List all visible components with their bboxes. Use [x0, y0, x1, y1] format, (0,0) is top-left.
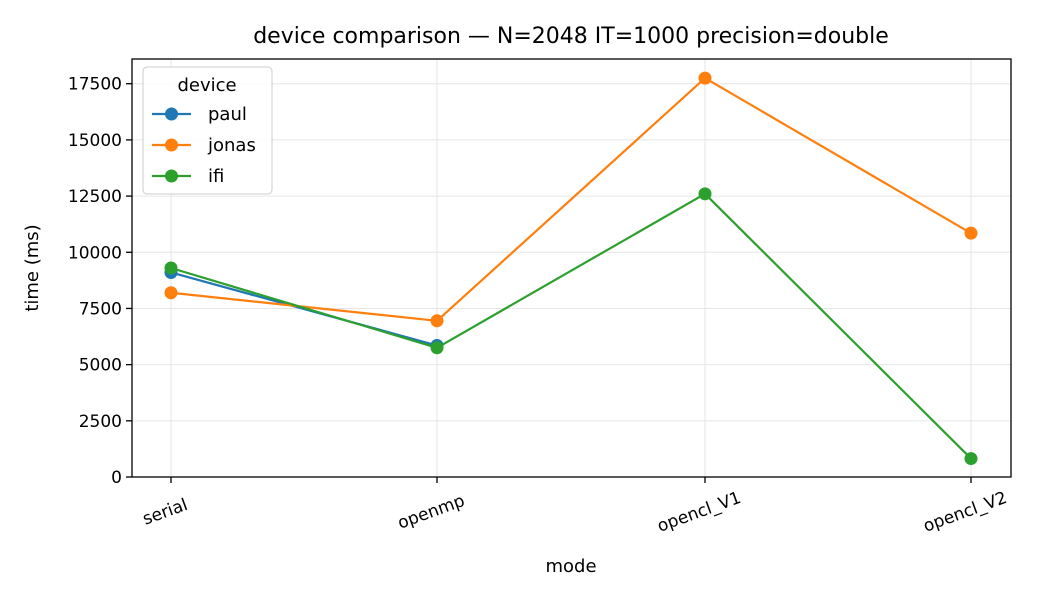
data-point-ifi: [430, 341, 444, 355]
series-line-jonas: [170, 77, 972, 322]
data-point-jonas: [164, 286, 178, 300]
y-tick-label: 7500: [79, 299, 122, 319]
y-tick-label: 0: [111, 468, 122, 488]
y-tick-label: 17500: [68, 75, 122, 95]
y-axis-ticks: 0 2500 5000 7500 10000 12500 15000 17500: [68, 75, 132, 488]
legend-marker-jonas: [165, 138, 178, 152]
chart-title: device comparison — N=2048 IT=1000 preci…: [253, 24, 889, 49]
legend-label-jonas: jonas: [207, 135, 256, 156]
y-tick-label: 10000: [68, 243, 122, 263]
y-axis-label: time (ms): [22, 224, 43, 311]
series-layer: [164, 71, 978, 466]
data-point-ifi: [164, 261, 178, 275]
y-tick-label: 5000: [79, 356, 122, 376]
series-line-ifi: [170, 192, 972, 460]
data-point-jonas: [698, 71, 712, 85]
x-axis-ticks: serial openmp opencl_V1 opencl_V2: [140, 477, 1010, 537]
legend-title: device: [177, 75, 236, 96]
data-point-jonas: [430, 314, 444, 328]
plot-frame: [131, 58, 1012, 478]
x-tick-label: opencl_V1: [655, 488, 744, 537]
x-axis-label: mode: [545, 556, 596, 577]
data-point-jonas: [964, 226, 978, 240]
data-point-ifi: [964, 452, 978, 466]
x-tick-label: opencl_V2: [921, 488, 1010, 537]
legend: device paul jonas ifi: [142, 66, 273, 195]
y-tick-label: 2500: [79, 412, 122, 432]
legend-label-ifi: ifi: [208, 166, 224, 187]
x-tick-label: serial: [140, 495, 190, 530]
legend-box: [142, 66, 273, 195]
x-tick-label: openmp: [395, 491, 467, 534]
legend-label-paul: paul: [208, 104, 247, 125]
series-jonas: [164, 71, 978, 328]
series-ifi: [164, 187, 978, 466]
legend-entries: paul jonas ifi: [152, 104, 256, 187]
y-tick-label: 15000: [68, 131, 122, 151]
data-point-ifi: [698, 187, 712, 201]
legend-marker-paul: [165, 107, 178, 121]
legend-marker-ifi: [165, 169, 178, 183]
y-tick-label: 12500: [68, 187, 122, 207]
